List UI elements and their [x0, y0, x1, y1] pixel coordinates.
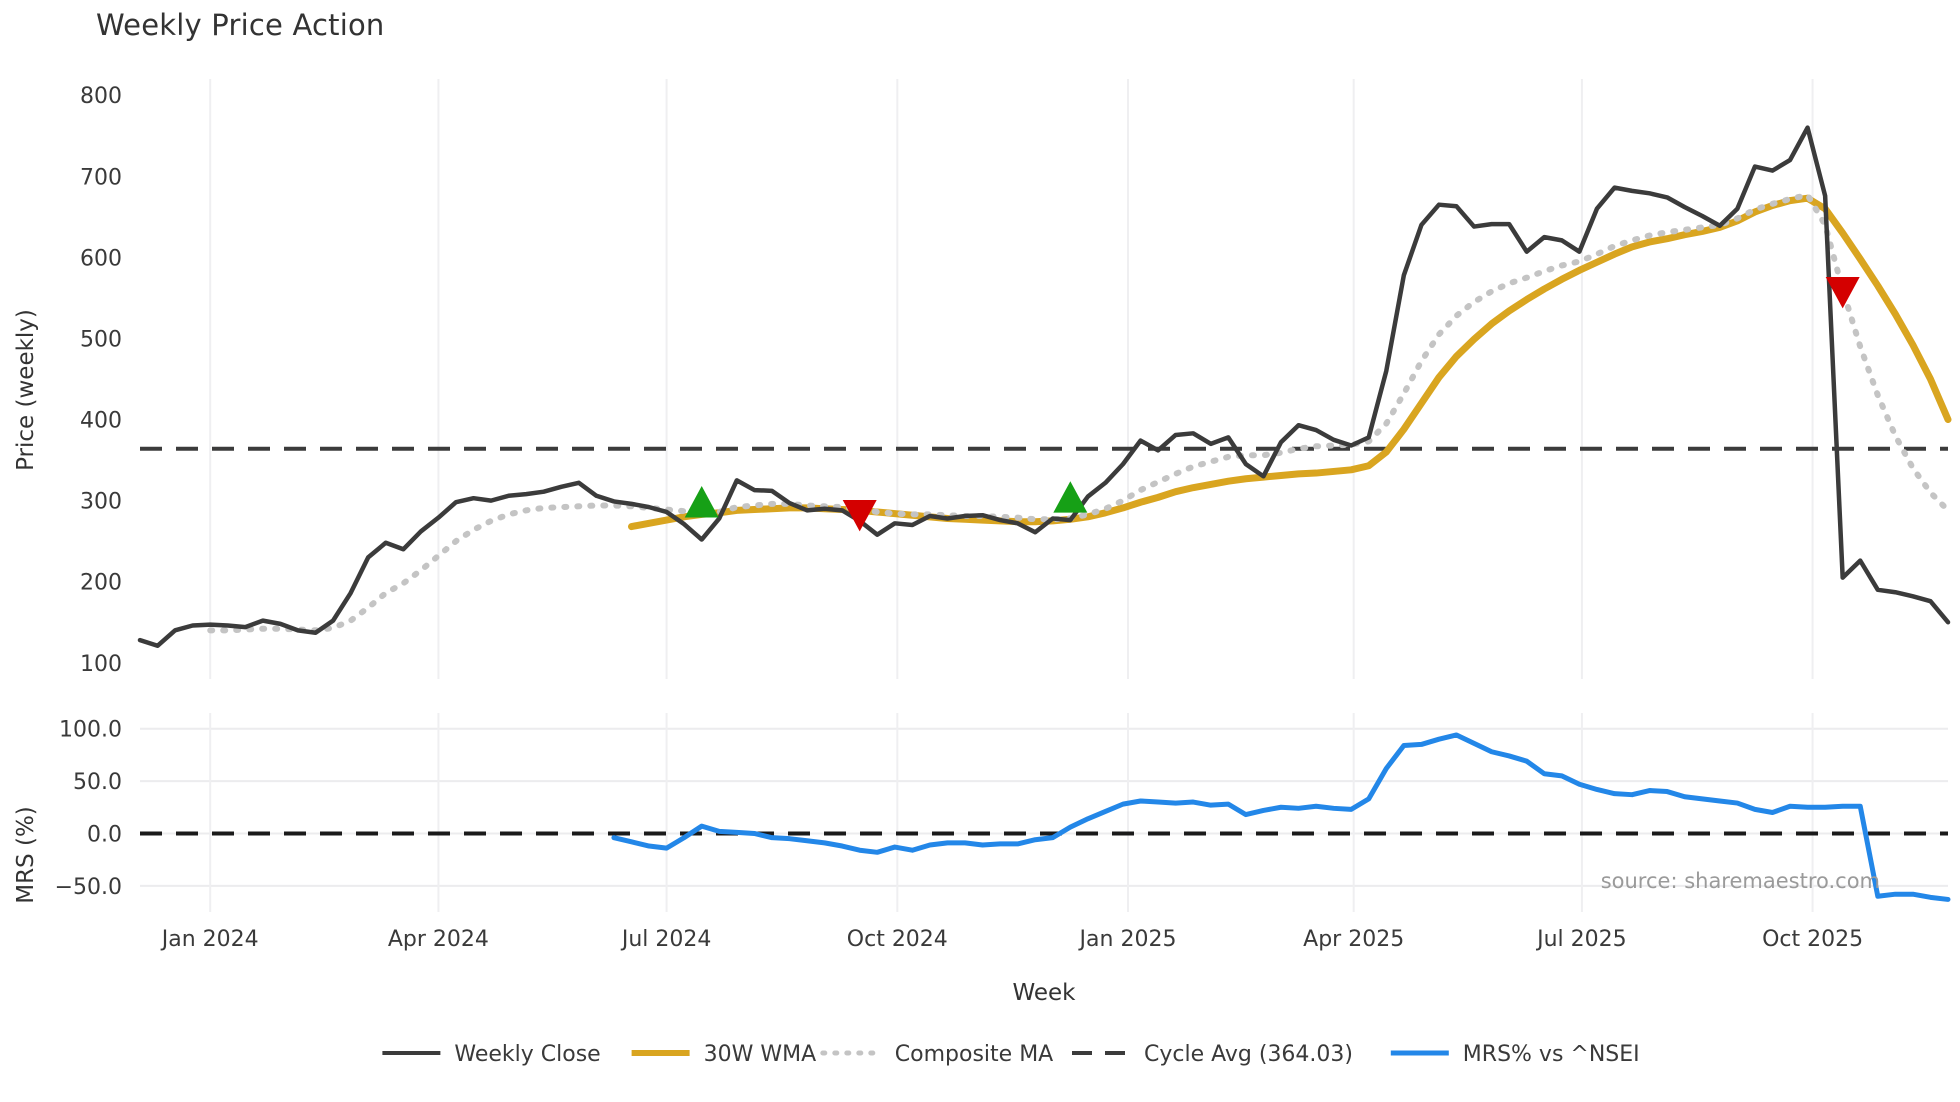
weekly-close-line [137, 125, 1951, 649]
mrs-series-line [611, 732, 1951, 902]
buy-signal-marker [1053, 481, 1088, 513]
legend-label-weekly-close: Weekly Close [454, 1042, 600, 1067]
price-y-tick: 800 [80, 84, 122, 109]
x-tick-label: Apr 2024 [388, 927, 489, 952]
mrs-y-tick: 100.0 [59, 718, 122, 743]
mrs-y-tick: 0.0 [87, 822, 122, 847]
price-y-tick: 300 [80, 490, 122, 515]
signal-markers [684, 276, 1860, 532]
x-tick-label: Oct 2024 [847, 927, 948, 952]
x-tick-label: Jul 2025 [1535, 927, 1627, 952]
mrs-y-tick-labels: 100.0 50.0 0.0 −50.0 [55, 718, 122, 900]
x-tick-label: Jan 2024 [160, 927, 259, 952]
price-y-tick-labels: 800 700 600 500 400 300 200 100 [80, 84, 122, 677]
price-gridlines [209, 79, 1814, 679]
legend-item-weekly-close[interactable]: Weekly Close [382, 1042, 601, 1067]
price-y-tick: 200 [80, 571, 122, 596]
mrs-y-tick: −50.0 [55, 875, 122, 900]
x-axis: Jan 2024 Apr 2024 Jul 2024 Oct 2024 Jan 2025… [160, 927, 1863, 1006]
source-watermark: source: sharemaestro.com [1601, 869, 1880, 893]
price-y-tick: 400 [80, 409, 122, 434]
chart-legend: Weekly Close 30W WMA Composite MA Cycle Avg… [382, 1042, 1640, 1067]
price-y-tick: 700 [80, 165, 122, 190]
legend-label-wma30: 30W WMA [704, 1042, 817, 1067]
wma30-line [628, 194, 1952, 531]
mrs-y-tick: 50.0 [73, 770, 122, 795]
legend-item-wma30[interactable]: 30W WMA [631, 1042, 817, 1067]
price-y-tick: 100 [80, 652, 122, 677]
legend-item-composite-ma[interactable]: Composite MA [820, 1042, 1053, 1067]
x-tick-label: Oct 2025 [1762, 927, 1863, 952]
legend-label-mrs-pct: MRS% vs ^NSEI [1463, 1042, 1640, 1067]
mrs-panel: 100.0 50.0 0.0 −50.0 MRS (%) source: sharem… [13, 713, 1951, 912]
x-axis-label: Week [1012, 980, 1076, 1006]
x-tick-labels: Jan 2024 Apr 2024 Jul 2024 Oct 2024 Jan 2025… [160, 927, 1863, 952]
sell-signal-marker [842, 499, 877, 532]
legend-label-cycle-avg: Cycle Avg (364.03) [1144, 1042, 1353, 1067]
price-y-axis-label: Price (weekly) [13, 309, 39, 471]
legend-item-mrs-pct[interactable]: MRS% vs ^NSEI [1390, 1042, 1640, 1067]
composite-ma-line [207, 191, 1951, 634]
x-tick-label: Apr 2025 [1303, 927, 1404, 952]
price-y-tick: 600 [80, 246, 122, 271]
sell-signal-marker [1825, 276, 1860, 309]
mrs-y-axis-label: MRS (%) [13, 806, 39, 904]
legend-label-composite-ma: Composite MA [895, 1042, 1053, 1067]
price-y-tick: 500 [80, 327, 122, 352]
chart-title: Weekly Price Action [96, 8, 385, 42]
price-panel: 800 700 600 500 400 300 200 100 Price (weekly) [13, 79, 1952, 679]
x-tick-label: Jul 2024 [620, 927, 712, 952]
legend-item-cycle-avg[interactable]: Cycle Avg (364.03) [1072, 1042, 1353, 1067]
x-tick-label: Jan 2025 [1078, 927, 1177, 952]
buy-signal-marker [684, 486, 719, 518]
